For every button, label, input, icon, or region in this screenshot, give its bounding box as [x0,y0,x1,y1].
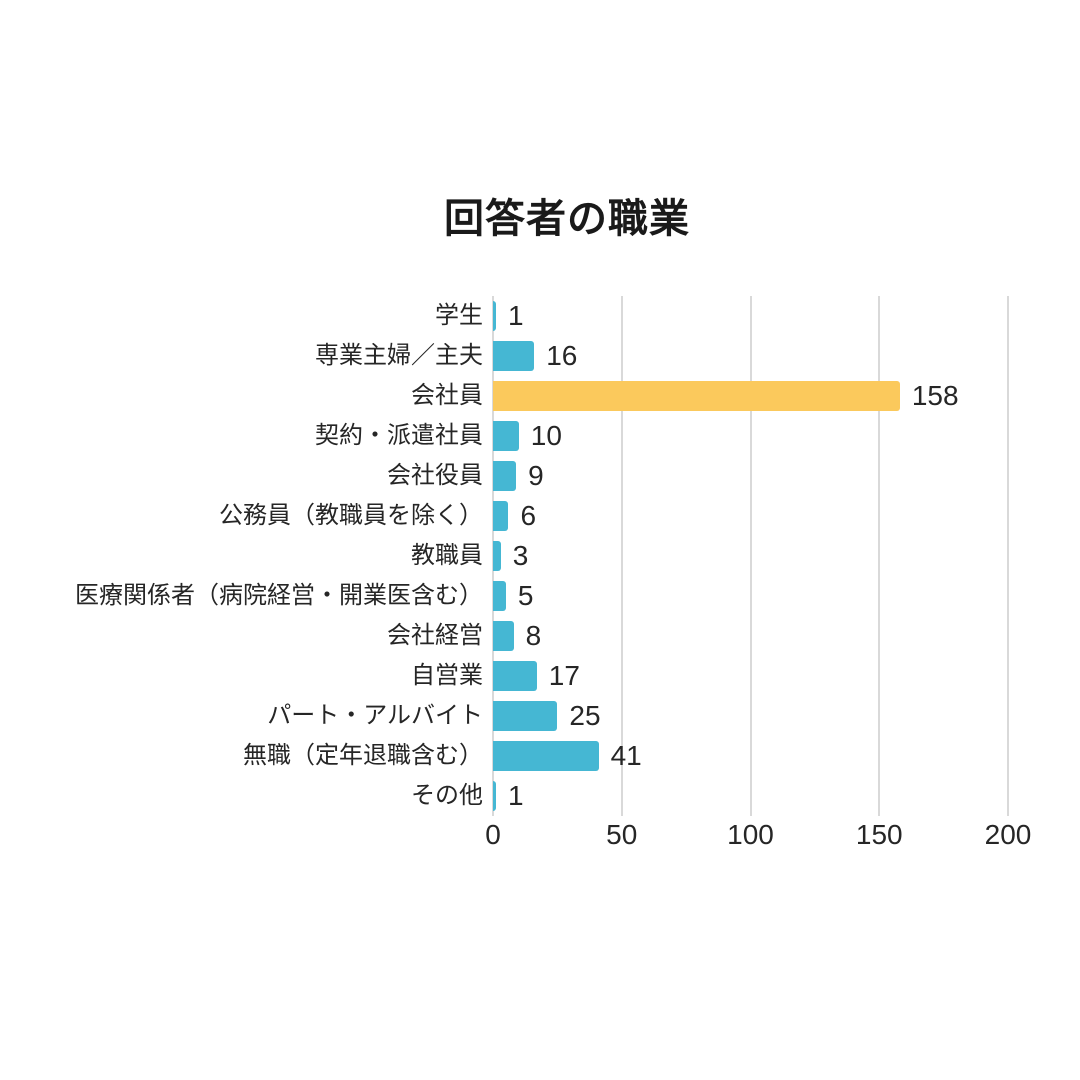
gridline [620,296,623,816]
category-label: 教職員 [411,542,483,569]
category-label: その他 [411,782,483,809]
value-label: 10 [530,420,562,451]
value-label: 5 [517,580,534,611]
value-label: 6 [520,500,537,531]
bar [493,741,599,771]
value-label: 17 [548,660,580,691]
gridline [1007,296,1009,816]
bar [493,781,496,811]
bar [493,341,535,371]
value-label: 25 [569,700,601,731]
gridline [878,296,881,816]
gridline [749,296,752,816]
bar [493,541,501,571]
category-label: 公務員（教職員を除く） [219,502,483,529]
category-label: 専業主婦／主夫 [315,342,483,369]
bar [493,621,514,651]
value-label: 8 [525,620,542,651]
bar [493,301,496,331]
bar [493,421,519,451]
category-label: 学生 [435,302,483,329]
x-tick-label: 0 [485,819,501,850]
bar [493,701,558,731]
value-label: 3 [512,540,529,571]
value-label: 158 [911,380,959,411]
value-label: 9 [528,460,544,491]
x-tick-label: 200 [984,819,1032,850]
bar [493,661,537,691]
chart-title: 回答者の職業 [444,197,690,241]
bar [493,461,517,491]
x-tick-label: 150 [855,819,903,850]
bar [493,501,509,531]
category-label: 契約・派遣社員 [315,422,483,449]
value-label: 1 [508,780,524,811]
category-label: 会社員 [411,382,483,409]
bar [493,581,506,611]
value-label: 1 [508,300,524,331]
category-label: 会社経営 [387,622,483,649]
bar [493,381,900,411]
value-label: 16 [546,340,578,371]
x-tick-label: 100 [727,819,774,850]
category-label: 無職（定年退職含む） [243,742,483,769]
category-label: 会社役員 [387,462,483,489]
category-label: 医療関係者（病院経営・開業医含む） [75,582,483,609]
category-label: 自営業 [411,662,483,689]
x-tick-label: 50 [606,819,638,850]
category-label: パート・アルバイト [267,702,483,729]
value-label: 41 [610,740,642,771]
